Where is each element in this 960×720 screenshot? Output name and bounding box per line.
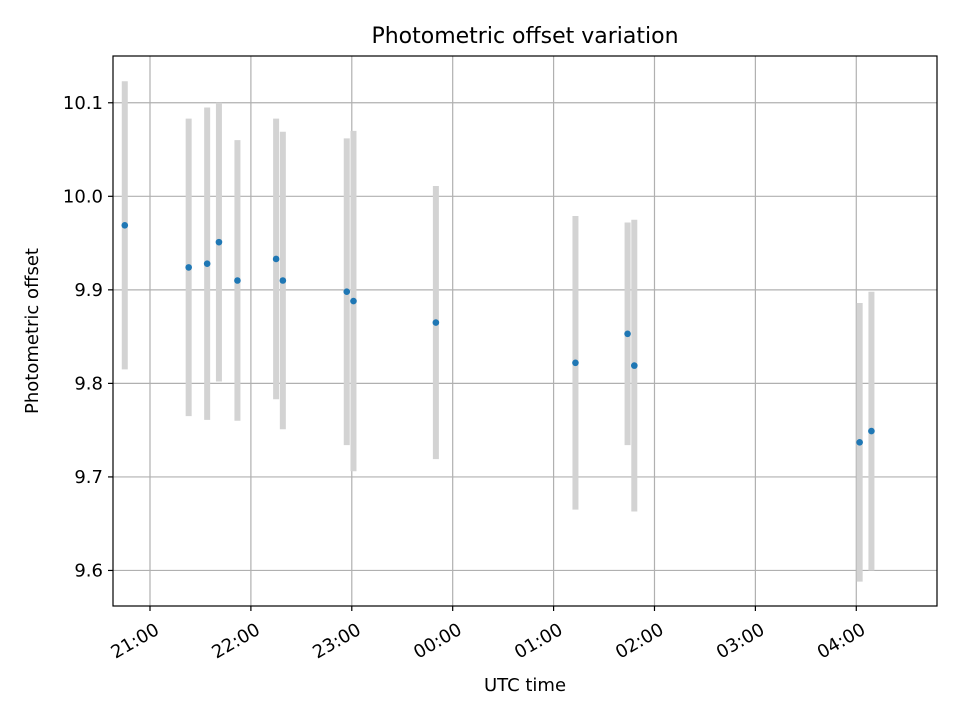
y-tick-label: 9.9: [74, 280, 103, 301]
data-point: [868, 427, 875, 435]
data-point: [234, 277, 241, 284]
y-tick-label: 10.0: [63, 186, 103, 207]
error-bars: [121, 81, 875, 582]
y-tick-label: 9.8: [74, 373, 103, 394]
data-point: [631, 362, 638, 369]
x-tick-label: 22:00: [208, 619, 263, 663]
data-point: [624, 330, 631, 338]
data-point: [343, 288, 351, 296]
x-tick-label: 02:00: [612, 619, 667, 663]
data-point: [121, 222, 129, 229]
x-axis-label: UTC time: [484, 675, 566, 696]
data-points: [121, 222, 875, 446]
data-point: [572, 359, 579, 367]
data-point: [432, 319, 440, 326]
x-tick-label: 21:00: [107, 619, 162, 663]
y-tick-label: 9.7: [74, 467, 103, 488]
x-tick-label: 23:00: [309, 619, 364, 663]
chart-title: Photometric offset variation: [371, 24, 678, 49]
data-point: [279, 277, 287, 284]
y-tick-label: 9.6: [74, 560, 103, 581]
data-point: [215, 238, 223, 246]
y-axis-ticks: 9.6 9.7 9.8 9.9 10.0 10.1: [63, 93, 113, 581]
data-point: [203, 260, 211, 267]
data-point: [272, 255, 280, 263]
x-tick-label: 01:00: [511, 619, 566, 663]
x-axis-ticks: 21:00 22:00 23:00 00:00 01:00 02:00 03:00 04:00: [107, 606, 869, 663]
data-point: [185, 264, 192, 271]
grid: [113, 56, 937, 606]
y-axis-label: Photometric offset: [22, 248, 43, 414]
plot-frame: [112, 55, 938, 607]
y-tick-label: 10.1: [63, 93, 103, 114]
data-point: [856, 439, 863, 446]
data-point: [350, 297, 357, 305]
x-tick-label: 04:00: [814, 619, 869, 663]
x-tick-label: 00:00: [410, 619, 465, 663]
x-tick-label: 03:00: [713, 619, 768, 663]
